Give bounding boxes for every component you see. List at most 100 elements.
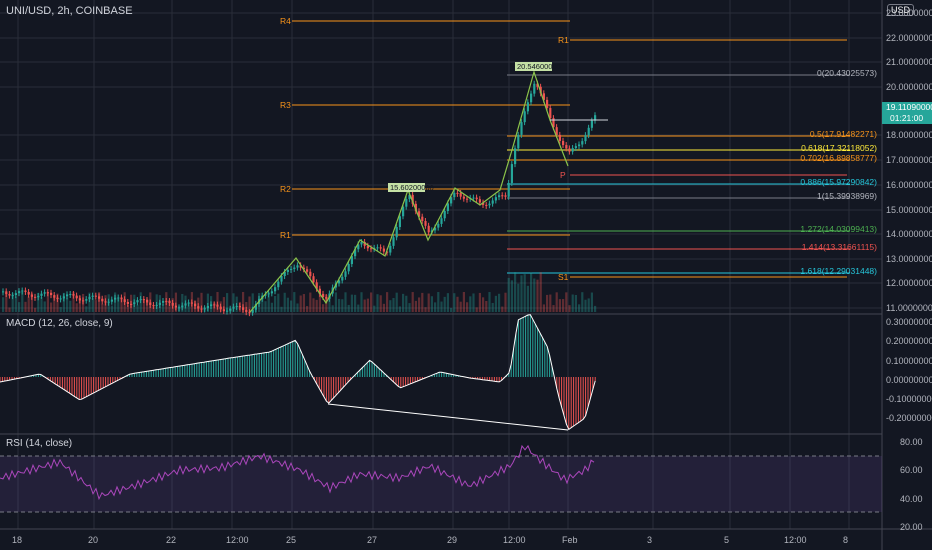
- volume-bar: [584, 299, 587, 312]
- divergence-line: [327, 403, 569, 431]
- candle-body: [190, 302, 193, 304]
- candle-body: [594, 115, 597, 121]
- rsi-tick-label: 40.00: [900, 494, 923, 504]
- volume-bar: [376, 294, 379, 312]
- volume-bar: [251, 293, 254, 312]
- candle-body: [315, 282, 318, 289]
- candle-body: [482, 202, 485, 205]
- volume-bar: [27, 296, 30, 312]
- candle-body: [184, 303, 187, 306]
- fib-1414-label: 1.414(13.31661115): [801, 242, 877, 252]
- candle-body: [18, 291, 21, 294]
- volume-bar: [494, 295, 497, 312]
- candle-body: [494, 197, 497, 201]
- candle-body: [395, 227, 398, 238]
- candle-body: [584, 135, 587, 142]
- volume-bar: [443, 296, 446, 312]
- volume-bar: [533, 278, 536, 312]
- volume-bar: [542, 304, 545, 312]
- candle-body: [264, 294, 267, 296]
- volume-bar: [8, 307, 11, 312]
- volume-bar: [174, 292, 177, 312]
- volume-bar: [226, 293, 229, 312]
- candle-body: [24, 290, 27, 292]
- volume-bar: [382, 303, 385, 312]
- volume-bar: [440, 301, 443, 312]
- macd-label[interactable]: MACD (12, 26, close, 9): [6, 318, 113, 329]
- volume-bar: [59, 307, 62, 312]
- candle-body: [136, 300, 139, 303]
- fib-0702-label: 0.702(16.89858777): [800, 153, 877, 163]
- candle-body: [110, 299, 113, 302]
- volume-bar: [37, 293, 40, 312]
- volume-bar: [117, 298, 120, 312]
- candle-body: [98, 296, 101, 299]
- macd-tick-label: 0.20000000: [886, 336, 932, 346]
- candle-body: [466, 198, 469, 200]
- candle-body: [581, 141, 584, 145]
- volume-bar: [555, 292, 558, 312]
- candle-body: [171, 302, 174, 306]
- volume-bar: [66, 297, 69, 312]
- volume-bar: [142, 299, 145, 312]
- price-tick-label: 18.00000000: [886, 130, 932, 140]
- candle-body: [376, 247, 379, 249]
- volume-bar: [565, 292, 568, 312]
- candle-body: [75, 295, 78, 299]
- candle-body: [69, 294, 72, 296]
- currency-button[interactable]: USD: [886, 4, 914, 16]
- volume-bar: [530, 272, 533, 312]
- volume-bar: [187, 303, 190, 312]
- volume-bar: [72, 292, 75, 312]
- rsi-tick-label: 60.00: [900, 465, 923, 475]
- candle-body: [210, 304, 213, 307]
- time-tick-label: 3: [647, 535, 653, 545]
- volume-bar: [427, 293, 430, 312]
- candle-body: [338, 280, 341, 284]
- volume-bar: [334, 292, 337, 312]
- candle-body: [197, 306, 200, 309]
- volume-bar: [485, 300, 488, 312]
- pivot-p-label: P: [560, 170, 566, 180]
- volume-bar: [341, 299, 344, 312]
- volume-bar: [34, 307, 37, 312]
- volume-bar: [430, 296, 433, 312]
- candle-body: [91, 295, 94, 297]
- volume-bar: [50, 302, 53, 312]
- candle-body: [123, 299, 126, 302]
- candle-body: [360, 241, 363, 245]
- candle-body: [251, 309, 254, 313]
- volume-bar: [402, 293, 405, 312]
- time-tick-label: 8: [843, 535, 849, 545]
- volume-bar: [434, 302, 437, 312]
- candle-body: [571, 148, 574, 152]
- volume-bar: [14, 296, 17, 312]
- volume-bar: [338, 298, 341, 312]
- volume-bar: [581, 292, 584, 312]
- volume-bar: [469, 296, 472, 312]
- candle-body: [507, 182, 510, 197]
- volume-bar: [274, 295, 277, 312]
- high-price-tag: 20.54600000: [517, 62, 561, 71]
- candle-body: [498, 195, 501, 198]
- time-tick-label: 29: [447, 535, 458, 545]
- candle-body: [318, 288, 321, 294]
- volume-bar: [242, 292, 245, 312]
- candle-body: [226, 310, 229, 312]
- candle-body: [5, 291, 8, 295]
- volume-bar: [261, 297, 264, 312]
- pivot-r2-label: R2: [280, 184, 291, 194]
- candle-body: [59, 298, 62, 300]
- rsi-label[interactable]: RSI (14, close): [6, 438, 73, 449]
- candle-body: [533, 83, 536, 94]
- volume-bar: [299, 295, 302, 312]
- volume-bar: [56, 293, 59, 312]
- candle-body: [293, 267, 296, 269]
- volume-bar: [373, 305, 376, 312]
- candle-body: [30, 294, 33, 297]
- macd-tick-label: 0.30000000: [886, 317, 932, 327]
- volume-bar: [558, 299, 561, 312]
- volume-bar: [120, 299, 123, 312]
- candle-body: [552, 118, 555, 128]
